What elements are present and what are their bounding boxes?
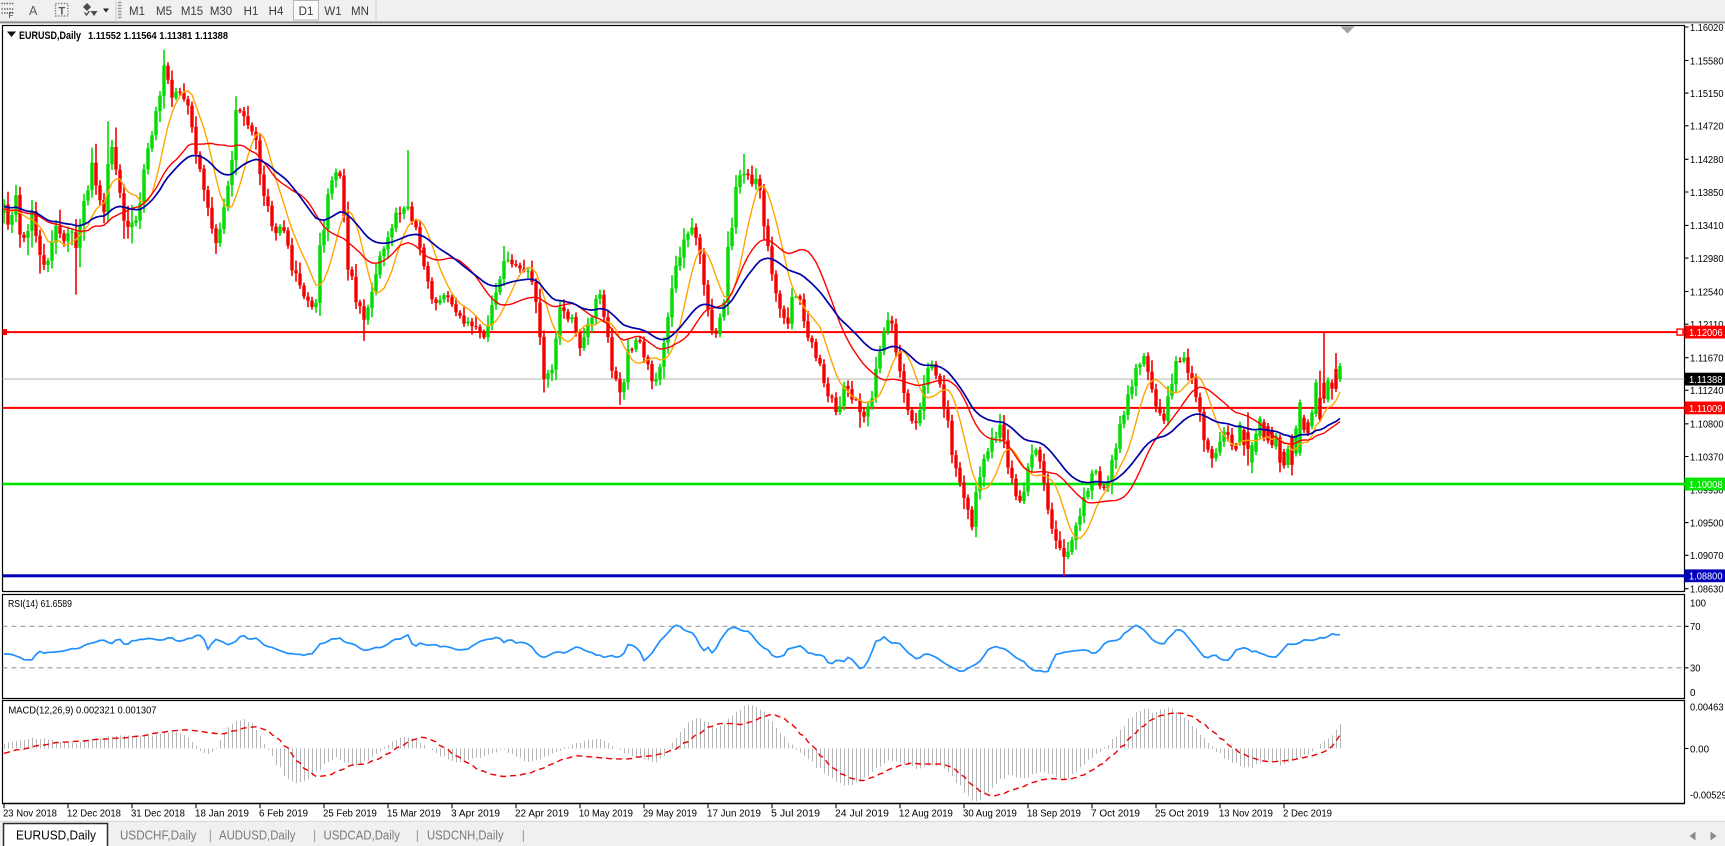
- svg-text:1.08630: 1.08630: [1690, 585, 1724, 596]
- svg-text:T: T: [59, 6, 66, 18]
- svg-text:30 Aug 2019: 30 Aug 2019: [963, 809, 1017, 820]
- svg-text:USDCAD,Daily: USDCAD,Daily: [324, 829, 401, 843]
- svg-text:18 Jan 2019: 18 Jan 2019: [195, 809, 249, 820]
- svg-text:22 Apr 2019: 22 Apr 2019: [515, 809, 569, 820]
- svg-text:1.12006: 1.12006: [1689, 328, 1723, 339]
- svg-text:M1: M1: [129, 6, 145, 18]
- svg-text:1.11388: 1.11388: [1689, 375, 1723, 386]
- svg-text:0: 0: [1690, 688, 1696, 699]
- svg-text:70: 70: [1690, 622, 1701, 633]
- svg-text:1.16020: 1.16020: [1690, 23, 1724, 34]
- svg-text:AUDUSD,Daily: AUDUSD,Daily: [219, 829, 296, 843]
- svg-text:10 May 2019: 10 May 2019: [579, 809, 633, 820]
- svg-text:1.15580: 1.15580: [1690, 56, 1724, 67]
- svg-text:6 Feb 2019: 6 Feb 2019: [259, 809, 308, 820]
- svg-text:1.09500: 1.09500: [1690, 518, 1724, 529]
- svg-text:M5: M5: [156, 6, 172, 18]
- svg-text:0.00: 0.00: [1690, 744, 1709, 755]
- svg-text:MN: MN: [351, 6, 369, 18]
- svg-text:M30: M30: [210, 6, 232, 18]
- svg-text:1.11240: 1.11240: [1690, 386, 1724, 397]
- svg-text:|: |: [522, 829, 525, 843]
- svg-text:-0.005299: -0.005299: [1690, 791, 1725, 802]
- svg-text:1.10008: 1.10008: [1689, 480, 1723, 491]
- svg-text:|: |: [416, 829, 419, 843]
- svg-text:A: A: [29, 4, 38, 18]
- svg-text:1.09930: 1.09930: [1690, 486, 1724, 497]
- svg-text:1.08800: 1.08800: [1689, 572, 1723, 583]
- svg-text:1.12540: 1.12540: [1690, 287, 1724, 298]
- svg-text:D1: D1: [299, 6, 314, 18]
- svg-text:EURUSD,Daily: EURUSD,Daily: [16, 829, 97, 843]
- svg-text:100: 100: [1690, 599, 1706, 610]
- svg-text:1.12110: 1.12110: [1690, 320, 1724, 331]
- svg-text:12 Aug 2019: 12 Aug 2019: [899, 809, 953, 820]
- svg-text:25 Oct 2019: 25 Oct 2019: [1155, 809, 1209, 820]
- svg-text:31 Dec 2018: 31 Dec 2018: [131, 809, 185, 820]
- svg-text:1.11552 1.11564 1.11381 1.1138: 1.11552 1.11564 1.11381 1.11388: [88, 30, 228, 42]
- svg-text:1.09070: 1.09070: [1690, 551, 1724, 562]
- svg-text:3 Apr 2019: 3 Apr 2019: [451, 809, 500, 820]
- svg-text:1.13850: 1.13850: [1690, 188, 1724, 199]
- svg-text:USDCNH,Daily: USDCNH,Daily: [427, 829, 504, 843]
- svg-text:15 Mar 2019: 15 Mar 2019: [387, 809, 441, 820]
- svg-text:EURUSD,Daily: EURUSD,Daily: [19, 30, 82, 42]
- svg-text:H4: H4: [269, 6, 284, 18]
- svg-text:0.00463: 0.00463: [1690, 702, 1724, 713]
- svg-text:RSI(14) 61.6589: RSI(14) 61.6589: [8, 598, 72, 610]
- svg-text:17 Jun 2019: 17 Jun 2019: [707, 809, 761, 820]
- svg-text:H1: H1: [244, 6, 259, 18]
- svg-text:1.10370: 1.10370: [1690, 452, 1724, 463]
- svg-text:1.12980: 1.12980: [1690, 254, 1724, 265]
- svg-text:1.14280: 1.14280: [1690, 155, 1724, 166]
- svg-text:18 Sep 2019: 18 Sep 2019: [1027, 809, 1081, 820]
- svg-text:5 Jul 2019: 5 Jul 2019: [771, 809, 820, 820]
- svg-text:23 Nov 2018: 23 Nov 2018: [3, 809, 57, 820]
- svg-text:|: |: [209, 829, 212, 843]
- svg-text:30: 30: [1690, 664, 1701, 675]
- svg-text:W1: W1: [324, 6, 341, 18]
- svg-text:7 Oct 2019: 7 Oct 2019: [1091, 809, 1140, 820]
- svg-text:MACD(12,26,9) 0.002321 0.00130: MACD(12,26,9) 0.002321 0.001307: [9, 705, 157, 717]
- svg-text:M15: M15: [181, 6, 203, 18]
- svg-text:1.11009: 1.11009: [1689, 404, 1723, 415]
- svg-text:1.13410: 1.13410: [1690, 221, 1724, 232]
- svg-text:12 Dec 2018: 12 Dec 2018: [67, 809, 121, 820]
- svg-text:25 Feb 2019: 25 Feb 2019: [323, 809, 377, 820]
- svg-text:F: F: [9, 11, 14, 20]
- svg-text:1.15150: 1.15150: [1690, 89, 1724, 100]
- svg-text:13 Nov 2019: 13 Nov 2019: [1219, 809, 1273, 820]
- svg-text:USDCHF,Daily: USDCHF,Daily: [120, 829, 197, 843]
- svg-text:1.14720: 1.14720: [1690, 122, 1724, 133]
- svg-text:2 Dec 2019: 2 Dec 2019: [1283, 809, 1332, 820]
- svg-text:1.10800: 1.10800: [1690, 420, 1724, 431]
- svg-text:1.11670: 1.11670: [1690, 354, 1724, 365]
- svg-text:|: |: [313, 829, 316, 843]
- svg-text:24 Jul 2019: 24 Jul 2019: [835, 809, 889, 820]
- svg-text:29 May 2019: 29 May 2019: [643, 809, 697, 820]
